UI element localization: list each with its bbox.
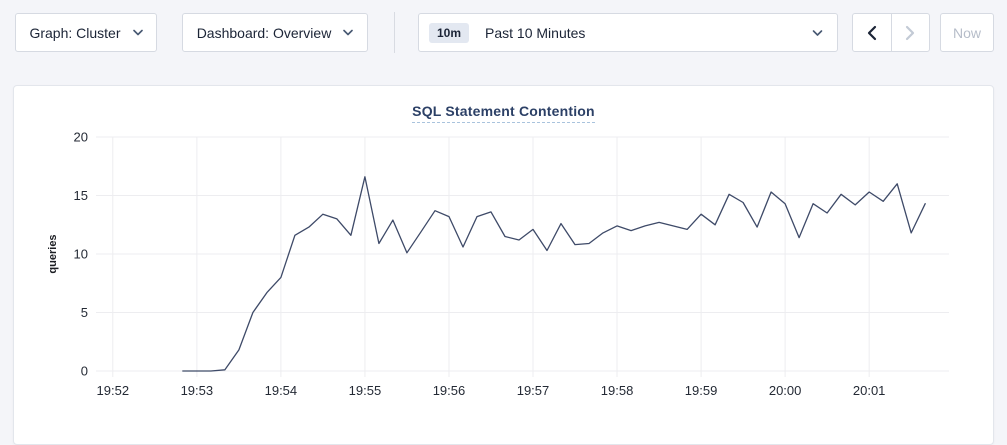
x-tick-label: 19:59 — [685, 383, 718, 398]
chevron-right-icon — [905, 25, 915, 41]
y-axis-label: queries — [47, 234, 59, 273]
time-range-nav — [852, 13, 930, 52]
x-tick-label: 19:54 — [265, 383, 298, 398]
x-tick-label: 19:53 — [181, 383, 214, 398]
chevron-left-icon — [867, 25, 877, 41]
time-range-label: Past 10 Minutes — [485, 24, 586, 41]
time-range-selector[interactable]: 10m Past 10 Minutes — [418, 13, 838, 52]
chevron-down-icon — [812, 29, 823, 37]
dashboard-dropdown-label: Dashboard: Overview — [196, 24, 332, 41]
chart-title[interactable]: SQL Statement Contention — [412, 103, 595, 123]
chevron-down-icon — [343, 29, 354, 36]
x-tick-label: 20:00 — [769, 383, 802, 398]
chevron-down-icon — [132, 29, 143, 36]
toolbar: Graph: Cluster Dashboard: Overview 10m P… — [0, 0, 1007, 70]
x-tick-label: 19:56 — [433, 383, 466, 398]
prev-range-button[interactable] — [853, 14, 892, 51]
y-tick-label: 5 — [81, 305, 88, 320]
chart-card: SQL Statement Contention 0 5 10 15 20 19:52 19… — [13, 85, 994, 445]
time-window-badge: 10m — [429, 22, 470, 43]
y-tick-label: 10 — [74, 247, 88, 262]
x-tick-label: 19:55 — [349, 383, 382, 398]
x-tick-label: 19:52 — [97, 383, 130, 398]
now-button[interactable]: Now — [940, 13, 994, 52]
dashboard-dropdown[interactable]: Dashboard: Overview — [182, 13, 368, 52]
toolbar-divider — [394, 12, 395, 53]
x-tick-label: 20:01 — [853, 383, 886, 398]
graph-dropdown[interactable]: Graph: Cluster — [15, 13, 157, 52]
y-tick-label: 0 — [81, 364, 88, 379]
x-tick-label: 19:58 — [601, 383, 634, 398]
y-tick-label: 15 — [74, 188, 88, 203]
series-line — [182, 176, 926, 372]
next-range-button[interactable] — [892, 14, 930, 51]
line-chart[interactable]: 0 5 10 15 20 19:52 19:53 19:54 19:55 19:56 19:57 19… — [14, 86, 995, 433]
x-tick-label: 19:57 — [517, 383, 550, 398]
chart-title-row: SQL Statement Contention — [14, 103, 993, 123]
graph-dropdown-label: Graph: Cluster — [29, 24, 121, 41]
y-tick-label: 20 — [74, 130, 88, 145]
